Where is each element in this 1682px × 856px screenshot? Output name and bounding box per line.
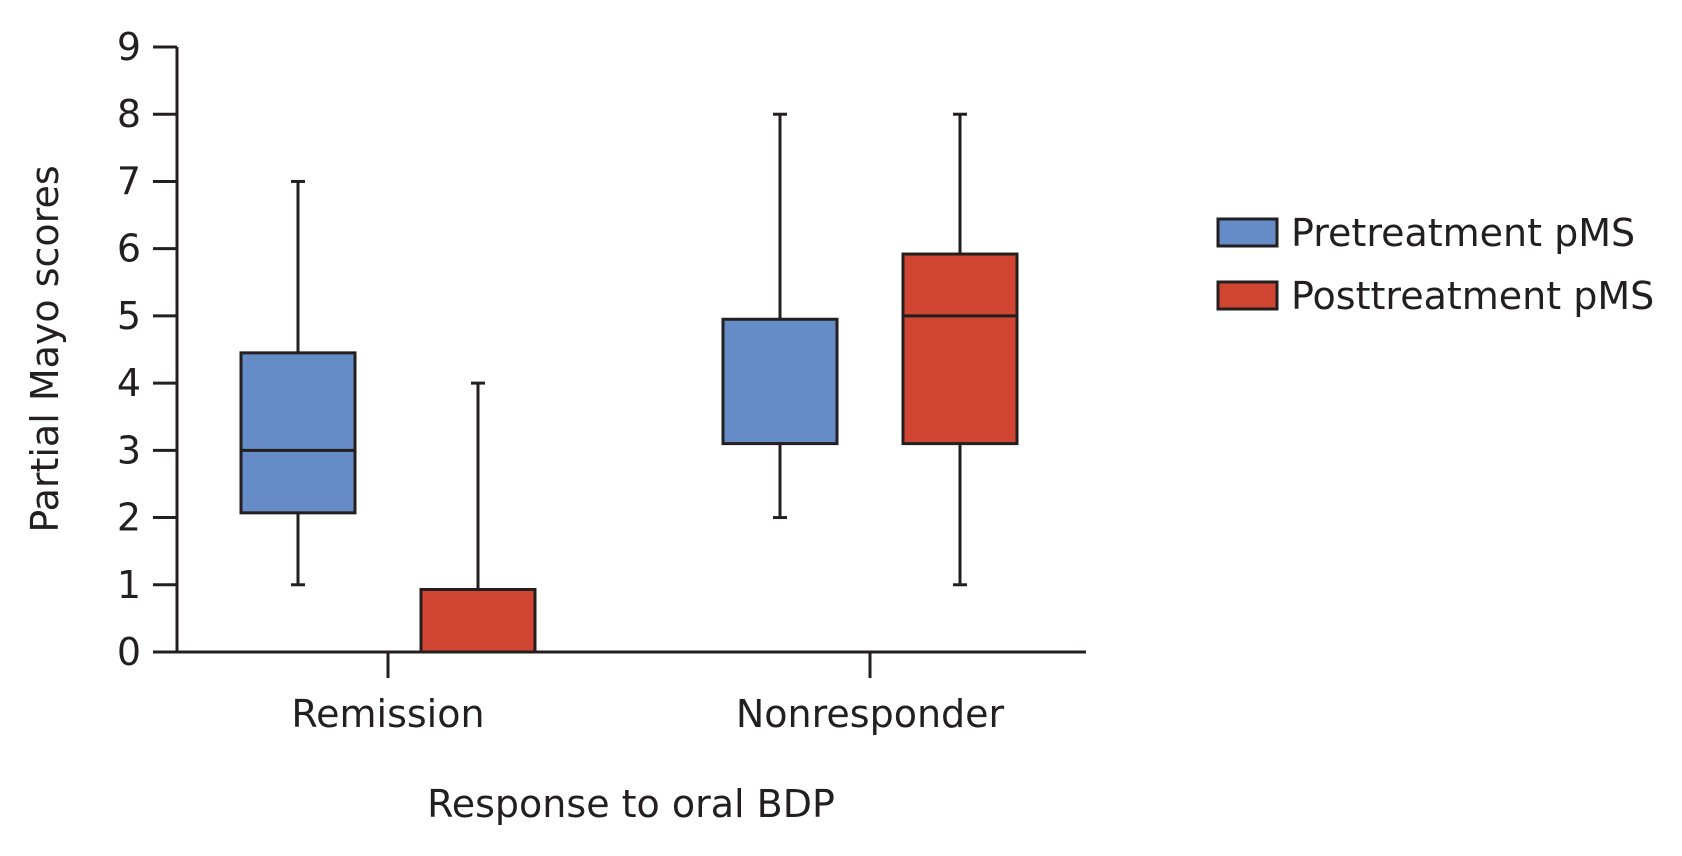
x-tick-label-nonresponder: Nonresponder bbox=[736, 692, 1005, 736]
boxes bbox=[239, 112, 1019, 654]
axes: 0 1 2 3 4 5 6 7 8 9 Remission Nonresponder Response … bbox=[23, 25, 1086, 826]
box-body-post-nonresponder bbox=[901, 252, 1019, 446]
legend-item-pretreatment: Pretreatment pMS bbox=[1216, 211, 1635, 255]
box-body-post-remission bbox=[419, 587, 537, 654]
y-tick-label-0: 0 bbox=[117, 630, 141, 674]
box-body-pre-remission bbox=[239, 351, 357, 515]
legend-swatch-posttreatment bbox=[1216, 280, 1279, 311]
box-body-pre-nonresponder bbox=[721, 317, 839, 446]
y-tick-label-2: 2 bbox=[117, 496, 141, 540]
y-tick-label-7: 7 bbox=[117, 159, 141, 203]
box-pre-nonresponder bbox=[721, 112, 839, 520]
y-tick-label-4: 4 bbox=[117, 361, 141, 405]
box-pre-remission bbox=[239, 179, 357, 587]
y-tick-label-6: 6 bbox=[117, 227, 141, 271]
legend-label-pretreatment: Pretreatment pMS bbox=[1291, 211, 1635, 255]
y-tick-label-1: 1 bbox=[117, 563, 141, 607]
y-tick-label-3: 3 bbox=[117, 428, 141, 472]
y-tick-label-5: 5 bbox=[117, 294, 141, 338]
y-tick-label-8: 8 bbox=[117, 92, 141, 136]
y-tick-label-9: 9 bbox=[117, 25, 141, 69]
box-post-remission bbox=[419, 381, 537, 654]
legend: Pretreatment pMS Posttreatment pMS bbox=[1216, 211, 1654, 318]
legend-swatch-pretreatment bbox=[1216, 217, 1279, 248]
x-tick-label-remission: Remission bbox=[291, 692, 484, 736]
y-axis-title: Partial Mayo scores bbox=[23, 165, 67, 532]
legend-item-posttreatment: Posttreatment pMS bbox=[1216, 274, 1654, 318]
box-post-nonresponder bbox=[901, 112, 1019, 587]
x-axis-title: Response to oral BDP bbox=[427, 782, 835, 826]
legend-label-posttreatment: Posttreatment pMS bbox=[1291, 274, 1654, 318]
